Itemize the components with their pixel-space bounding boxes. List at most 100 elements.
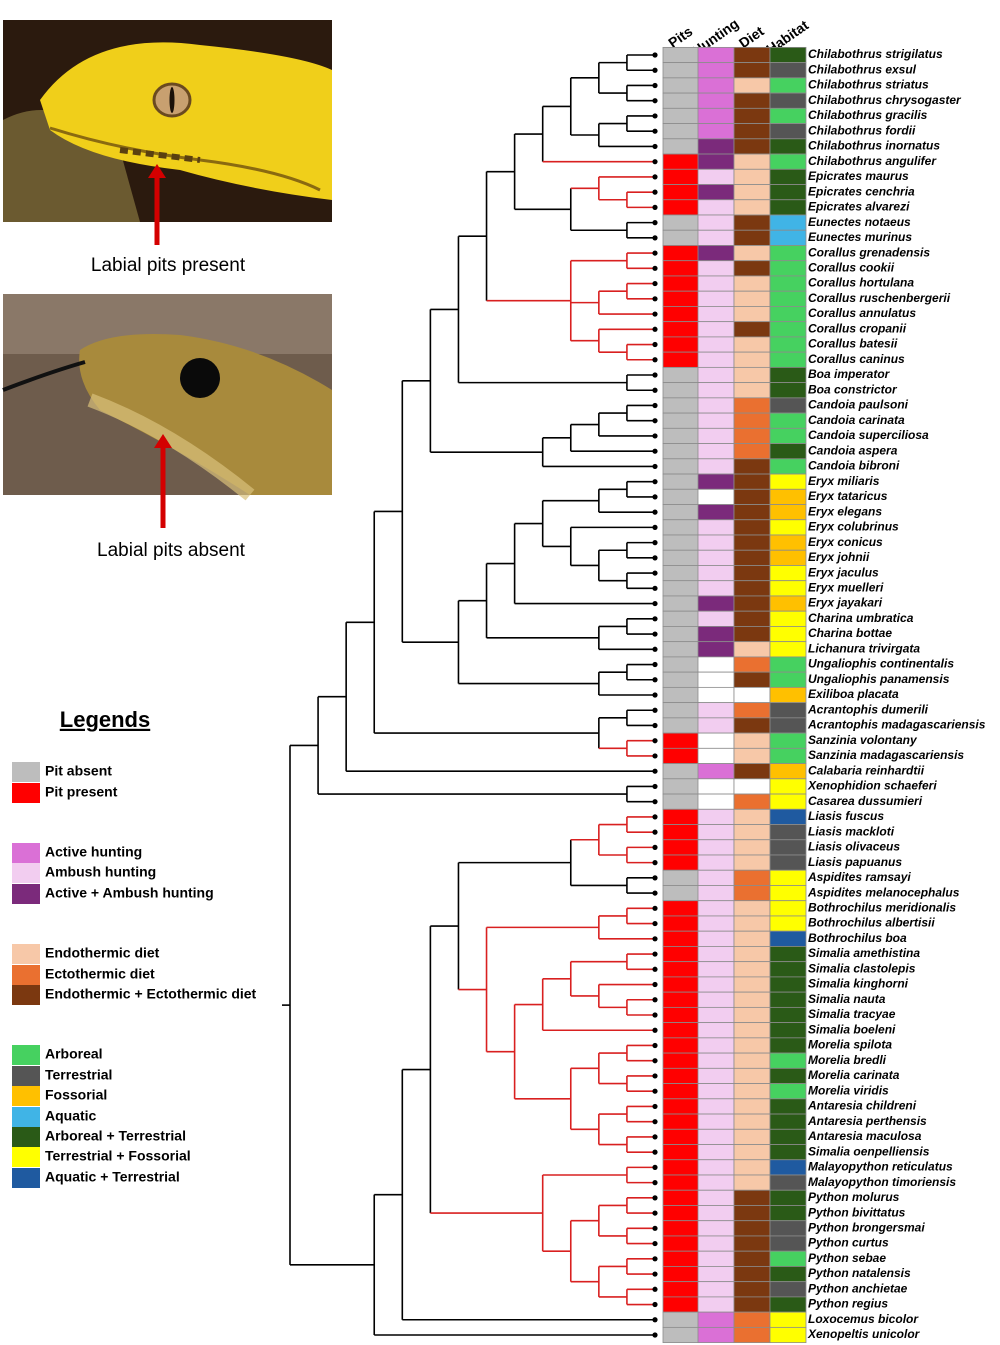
species-name: Simalia nauta (808, 992, 886, 1006)
trait-cell (769, 427, 807, 444)
trait-cell (662, 427, 700, 444)
trait-cell (697, 366, 735, 384)
trait-cell (697, 260, 735, 277)
trait-cell (769, 686, 807, 704)
trait-cell (662, 1296, 700, 1313)
trait-cell (733, 1098, 771, 1115)
trait-cell (733, 808, 771, 825)
legend-title: Legends (60, 707, 150, 732)
trait-cell (733, 1022, 771, 1039)
trait-cell (662, 763, 700, 780)
species-name: Aspidites ramsayi (807, 870, 911, 884)
trait-cell (662, 1098, 700, 1115)
trait-cell (697, 1083, 735, 1100)
trait-cell (697, 1266, 735, 1283)
species-name: Chilabothrus strigilatus (808, 47, 943, 61)
trait-cell (769, 671, 807, 688)
trait-cell (697, 306, 735, 323)
tip-dot (652, 189, 658, 195)
trait-cell (697, 717, 735, 734)
trait-cell (662, 1311, 700, 1328)
tip-dot (652, 311, 658, 317)
tip-dot (652, 1210, 658, 1216)
trait-cell (662, 1281, 700, 1298)
trait-cell (769, 1266, 807, 1283)
species-name: Corallus cropanii (808, 321, 907, 335)
trait-cell (697, 946, 735, 963)
tip-dot (652, 1195, 658, 1201)
trait-cell (662, 1083, 700, 1100)
trait-cell (769, 702, 807, 719)
trait-cell (662, 458, 700, 475)
trait-cell (733, 519, 771, 536)
trait-cell (733, 824, 771, 841)
legend-label: Ectothermic diet (45, 966, 155, 982)
trait-cell (769, 763, 807, 780)
trait-cell (662, 168, 700, 185)
trait-cell (769, 869, 807, 886)
species-name: Aspidites melanocephalus (807, 885, 960, 899)
legend-label: Aquatic + Terrestrial (45, 1169, 180, 1185)
legend-swatch (12, 965, 40, 985)
species-name: Casarea dussumieri (808, 794, 923, 808)
legend-swatch (12, 1045, 40, 1065)
trait-cell (697, 504, 735, 521)
trait-cell (662, 930, 700, 947)
trait-cell (769, 1022, 807, 1039)
species-name: Antaresia maculosa (807, 1129, 922, 1143)
trait-cell (769, 839, 807, 856)
trait-cell (662, 62, 700, 79)
legend-swatch (12, 1168, 40, 1188)
species-name: Liasis papuanus (808, 855, 902, 869)
tip-dot (652, 1286, 658, 1292)
tip-dot (652, 1103, 658, 1110)
trait-cell (697, 351, 735, 368)
trait-cell (769, 717, 807, 734)
tip-dot (652, 463, 658, 470)
trait-cell (733, 1235, 771, 1252)
trait-cell (769, 915, 807, 932)
trait-cell (733, 46, 771, 64)
trait-cell (769, 991, 807, 1008)
tip-dot (652, 448, 658, 454)
tip-dot (652, 98, 658, 104)
trait-cell (733, 1083, 771, 1100)
trait-cell (769, 397, 807, 414)
species-name: Corallus batesii (808, 337, 898, 351)
trait-cell (769, 824, 807, 841)
trait-cell (662, 336, 700, 353)
species-name: Python brongersmai (808, 1221, 925, 1235)
trait-cell (697, 229, 735, 246)
trait-cell (733, 153, 771, 170)
trait-cell (769, 138, 807, 155)
trait-cell (769, 1174, 807, 1191)
trait-cell (733, 747, 771, 764)
trait-cell (662, 793, 700, 810)
tip-dot (652, 494, 658, 500)
trait-cell (769, 626, 807, 643)
photo-caption: Labial pits present (91, 255, 246, 276)
trait-cell (697, 930, 735, 947)
trait-cell (662, 534, 700, 551)
species-name: Candoia superciliosa (808, 428, 929, 442)
species-name: Eryx johnii (808, 550, 870, 564)
species-name: Corallus annulatus (808, 306, 916, 320)
legend-swatch (12, 1107, 40, 1127)
trait-cell (733, 839, 771, 856)
trait-cell (769, 580, 807, 597)
trait-cell (662, 717, 700, 734)
trait-cell (662, 1266, 700, 1283)
trait-cell (769, 778, 807, 795)
tip-dot (652, 143, 658, 150)
species-name: Simalia oenpelliensis (808, 1144, 930, 1158)
trait-cell (733, 1144, 771, 1161)
trait-cell (733, 641, 771, 658)
trait-cell (733, 946, 771, 963)
trait-cell (662, 351, 700, 368)
trait-cell (697, 747, 735, 764)
species-name: Corallus grenadensis (808, 245, 930, 259)
tip-dot (652, 555, 658, 561)
tip-dot (652, 509, 658, 515)
trait-cell (733, 656, 771, 673)
legend-label: Terrestrial + Fossorial (45, 1148, 191, 1164)
